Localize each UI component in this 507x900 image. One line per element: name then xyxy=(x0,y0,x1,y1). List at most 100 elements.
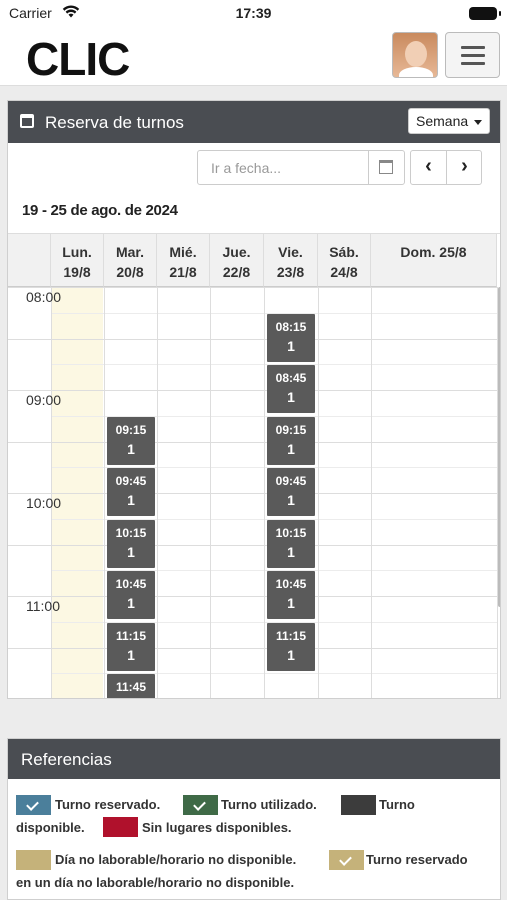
avatar[interactable] xyxy=(392,32,438,78)
available-slot[interactable]: 09:45 1 xyxy=(267,468,315,516)
grid-line xyxy=(157,287,158,698)
day-date: 19/8 xyxy=(63,264,91,280)
day-name: Mié. xyxy=(169,244,197,260)
date-input-placeholder: Ir a fecha... xyxy=(211,160,282,176)
booking-panel: Reserva de turnos Semana Ir a fecha... ‹… xyxy=(7,100,501,699)
battery-icon xyxy=(469,7,501,20)
week-calendar: 08:00 09:00 10:00 11:00 08:15 1 08:45 1 09:15 1 09… xyxy=(8,233,500,698)
view-select-value: Semana xyxy=(416,113,469,129)
grid-line xyxy=(210,287,211,698)
day-name: Lun. xyxy=(62,244,92,260)
day-date: 20/8 xyxy=(116,264,144,280)
hour-label: 10:00 xyxy=(26,495,62,511)
hour-label: 08:00 xyxy=(26,289,62,305)
slot-count: 1 xyxy=(287,441,295,457)
grid-line xyxy=(51,313,497,314)
slot-time: 09:15 xyxy=(115,423,147,437)
slot-time: 11:15 xyxy=(275,629,307,643)
available-slot[interactable]: 11:451 xyxy=(107,674,155,698)
available-swatch xyxy=(341,795,376,815)
legend-reserved-nonworking-cont: en un día no laborable/horario no dispon… xyxy=(16,875,295,890)
available-slot[interactable]: 09:45 1 xyxy=(107,468,155,516)
references-title: Referencias xyxy=(8,739,500,779)
calendar-icon xyxy=(379,160,393,174)
slot-count: 1 xyxy=(127,647,135,663)
legend-available-cont: disponible. xyxy=(16,820,85,835)
day-header[interactable]: Mié. 21/8 xyxy=(157,234,210,287)
slot-time: 10:15 xyxy=(115,526,147,540)
slot-count: 1 xyxy=(287,595,295,611)
scrollbar[interactable] xyxy=(498,287,500,607)
grid-line xyxy=(8,493,497,494)
hamburger-icon xyxy=(461,62,485,65)
available-slot[interactable]: 10:15 1 xyxy=(107,520,155,568)
reserved-swatch xyxy=(16,795,51,815)
grid-line xyxy=(8,287,497,288)
day-name: Jue. xyxy=(222,244,251,260)
date-input[interactable]: Ir a fecha... xyxy=(197,150,405,185)
day-header[interactable]: Vie. 23/8 xyxy=(264,234,318,287)
grid-line xyxy=(318,287,319,698)
grid-line xyxy=(371,287,372,698)
grid-line xyxy=(8,596,497,597)
grid-line xyxy=(51,622,497,623)
next-week-button[interactable]: › xyxy=(461,155,468,177)
grid-line xyxy=(8,545,497,546)
day-header[interactable]: Lun. 19/8 xyxy=(51,234,104,287)
day-name: Mar. xyxy=(115,244,144,260)
available-slot[interactable]: 10:15 1 xyxy=(267,520,315,568)
day-header[interactable]: Jue. 22/8 xyxy=(210,234,264,287)
day-header[interactable]: Mar. 20/8 xyxy=(104,234,157,287)
grid-line xyxy=(8,648,497,649)
calendar-body[interactable]: 08:00 09:00 10:00 11:00 08:15 1 08:45 1 09:15 1 09… xyxy=(8,287,500,698)
app-header: CLIC xyxy=(0,26,507,86)
calendar-icon xyxy=(20,114,34,128)
panel-header: Reserva de turnos Semana xyxy=(8,101,500,143)
slot-time: 09:45 xyxy=(275,474,307,488)
grid-line xyxy=(51,673,497,674)
day-header[interactable]: Dom. 25/8 xyxy=(371,234,497,287)
divider xyxy=(446,151,447,184)
references-panel: Referencias Turno reservado. Turno utili… xyxy=(7,738,501,900)
reserved-nonworking-swatch xyxy=(329,850,364,870)
slot-time: 09:15 xyxy=(275,423,307,437)
clock: 17:39 xyxy=(235,5,272,21)
slot-count: 1 xyxy=(287,389,295,405)
slot-count: 1 xyxy=(107,694,155,698)
hour-label: 09:00 xyxy=(26,392,62,408)
grid-line xyxy=(51,467,497,468)
grid-line xyxy=(51,570,497,571)
available-slot[interactable]: 08:45 1 xyxy=(267,365,315,413)
day-name: Vie. xyxy=(278,244,303,260)
available-slot[interactable]: 08:15 1 xyxy=(267,314,315,362)
available-slot[interactable]: 09:15 1 xyxy=(267,417,315,465)
hamburger-icon xyxy=(461,54,485,57)
menu-button[interactable] xyxy=(445,32,500,78)
day-header[interactable]: Sáb. 24/8 xyxy=(318,234,371,287)
time-gutter-header xyxy=(8,234,51,287)
available-slot[interactable]: 09:15 1 xyxy=(107,417,155,465)
date-range-title: 19 - 25 de ago. de 2024 xyxy=(22,202,178,219)
hour-label: 11:00 xyxy=(26,598,60,614)
logo: CLIC xyxy=(26,33,130,85)
slot-time: 08:45 xyxy=(275,371,307,385)
date-picker-button[interactable] xyxy=(368,151,404,184)
week-nav: ‹ › xyxy=(410,150,482,185)
slot-time: 11:15 xyxy=(115,629,147,643)
available-slot[interactable]: 10:45 1 xyxy=(267,571,315,619)
grid-line xyxy=(8,390,497,391)
view-select[interactable]: Semana xyxy=(408,108,490,134)
nonworking-swatch xyxy=(16,850,51,870)
day-date: 23/8 xyxy=(276,264,305,280)
full-swatch xyxy=(103,817,138,837)
wifi-icon xyxy=(62,5,80,21)
used-swatch xyxy=(183,795,218,815)
grid-line xyxy=(51,519,497,520)
slot-count: 1 xyxy=(127,544,135,560)
available-slot[interactable]: 11:15 1 xyxy=(267,623,315,671)
grid-line xyxy=(51,364,497,365)
prev-week-button[interactable]: ‹ xyxy=(425,155,432,177)
nonworking-day-column xyxy=(51,287,103,698)
available-slot[interactable]: 11:15 1 xyxy=(107,623,155,671)
available-slot[interactable]: 10:45 1 xyxy=(107,571,155,619)
